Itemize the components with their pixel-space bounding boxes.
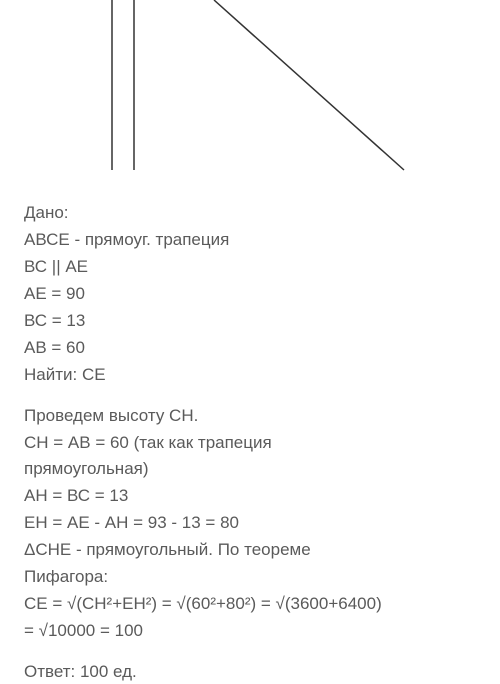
solution-block: Проведем высоту СН. СН = АВ = 60 (так ка… — [24, 405, 476, 643]
solution-line: АН = ВС = 13 — [24, 485, 476, 508]
given-line: АЕ = 90 — [24, 283, 476, 306]
diagram-svg — [24, 0, 476, 190]
spacer — [24, 647, 476, 661]
page: Дано: АВСЕ - прямоуг. трапеция ВС || АЕ … — [0, 0, 500, 661]
answer-text: Ответ: 100 ед. — [24, 661, 476, 684]
given-line: ВС || АЕ — [24, 256, 476, 279]
answer-block: Ответ: 100 ед. — [24, 661, 476, 684]
solution-line: прямоугольная) — [24, 458, 476, 481]
solution-line: ЕН = АЕ - АН = 93 - 13 = 80 — [24, 512, 476, 535]
geometry-diagram — [24, 0, 476, 190]
spacer — [24, 391, 476, 405]
solution-line: ΔСНЕ - прямоугольный. По теореме — [24, 539, 476, 562]
solution-line: СН = АВ = 60 (так как трапеция — [24, 432, 476, 455]
solution-line: Пифагора: — [24, 566, 476, 589]
given-line: АВ = 60 — [24, 337, 476, 360]
given-line: Найти: СЕ — [24, 364, 476, 387]
solution-line: = √10000 = 100 — [24, 620, 476, 643]
solution-line: Проведем высоту СН. — [24, 405, 476, 428]
given-heading: Дано: — [24, 202, 476, 225]
given-block: Дано: АВСЕ - прямоуг. трапеция ВС || АЕ … — [24, 202, 476, 387]
given-line: ВС = 13 — [24, 310, 476, 333]
given-line: АВСЕ - прямоуг. трапеция — [24, 229, 476, 252]
solution-line: СЕ = √(СН²+ЕН²) = √(60²+80²) = √(3600+64… — [24, 593, 476, 616]
